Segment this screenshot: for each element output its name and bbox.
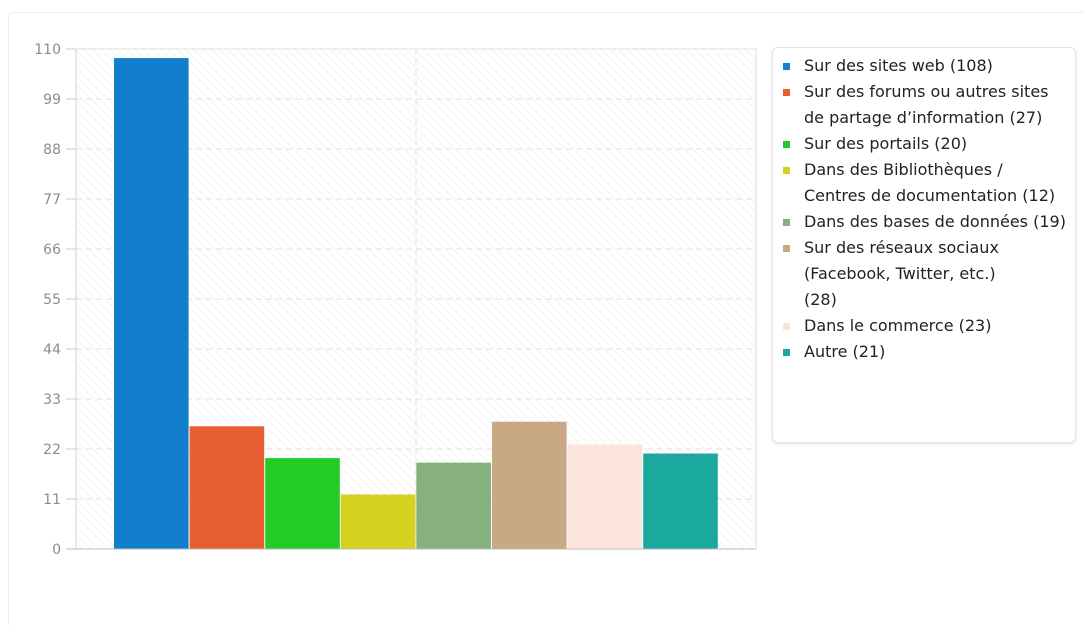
bar-6[interactable] — [492, 421, 567, 549]
y-tick-label: 88 — [43, 142, 61, 158]
legend-item[interactable]: Sur des réseaux sociaux (Facebook, Twitt… — [783, 235, 1067, 313]
bar-4[interactable] — [340, 494, 416, 549]
y-tick-label: 99 — [43, 92, 61, 108]
chart-legend: Sur des sites web (108) Sur des forums ou… — [772, 47, 1076, 443]
y-tick-label: 55 — [43, 292, 61, 308]
legend-label: Autre (21) — [804, 342, 886, 361]
y-tick-label: 66 — [43, 242, 61, 258]
legend-swatch — [783, 63, 790, 70]
legend-label: Sur des portails (20) — [804, 134, 968, 153]
legend-swatch — [783, 89, 790, 96]
legend-item[interactable]: Dans des Bibliothèques / Centres de docu… — [783, 157, 1067, 209]
legend-item[interactable]: Sur des forums ou autres sites de partag… — [783, 79, 1067, 131]
y-tick-label: 44 — [43, 342, 61, 358]
y-tick-label: 33 — [43, 392, 61, 408]
bar-7[interactable] — [567, 444, 643, 549]
legend-item[interactable]: Autre (21) — [783, 339, 1067, 365]
legend-label: Dans des bases de données (19) — [804, 212, 1066, 231]
legend-swatch — [783, 141, 790, 148]
legend-item[interactable]: Sur des sites web (108) — [783, 53, 1067, 79]
legend-label: Dans des Bibliothèques / Centres de docu… — [804, 160, 1056, 205]
legend-label: Sur des sites web (108) — [804, 56, 993, 75]
y-tick-label: 110 — [34, 42, 61, 58]
legend-swatch — [783, 219, 790, 226]
bar-5[interactable] — [416, 462, 491, 549]
y-tick-label: 22 — [43, 442, 61, 458]
legend-label: Dans le commerce (23) — [804, 316, 992, 335]
gridlines — [76, 48, 756, 549]
bar-1[interactable] — [114, 58, 189, 549]
y-tick-label: 11 — [43, 492, 61, 508]
legend-label: Sur des forums ou autres sites de partag… — [804, 82, 1049, 127]
legend-swatch — [783, 245, 790, 252]
legend-swatch — [783, 349, 790, 356]
legend-item[interactable]: Sur des portails (20) — [783, 131, 1067, 157]
legend-label: Sur des réseaux sociaux (Facebook, Twitt… — [804, 238, 999, 309]
legend-item[interactable]: Dans des bases de données (19) — [783, 209, 1067, 235]
y-tick-label: 77 — [43, 192, 61, 208]
bars — [114, 58, 718, 549]
bar-2[interactable] — [189, 426, 265, 549]
legend-swatch — [783, 167, 790, 174]
bar-8[interactable] — [643, 453, 718, 549]
legend-swatch — [783, 323, 790, 330]
legend-item[interactable]: Dans le commerce (23) — [783, 313, 1067, 339]
bar-3[interactable] — [265, 458, 340, 549]
y-tick-label: 0 — [52, 542, 61, 558]
bar-chart: 0 11 22 33 44 55 66 77 88 99 110 — [34, 42, 757, 558]
y-axis-ticks: 0 11 22 33 44 55 66 77 88 99 110 — [34, 42, 76, 558]
